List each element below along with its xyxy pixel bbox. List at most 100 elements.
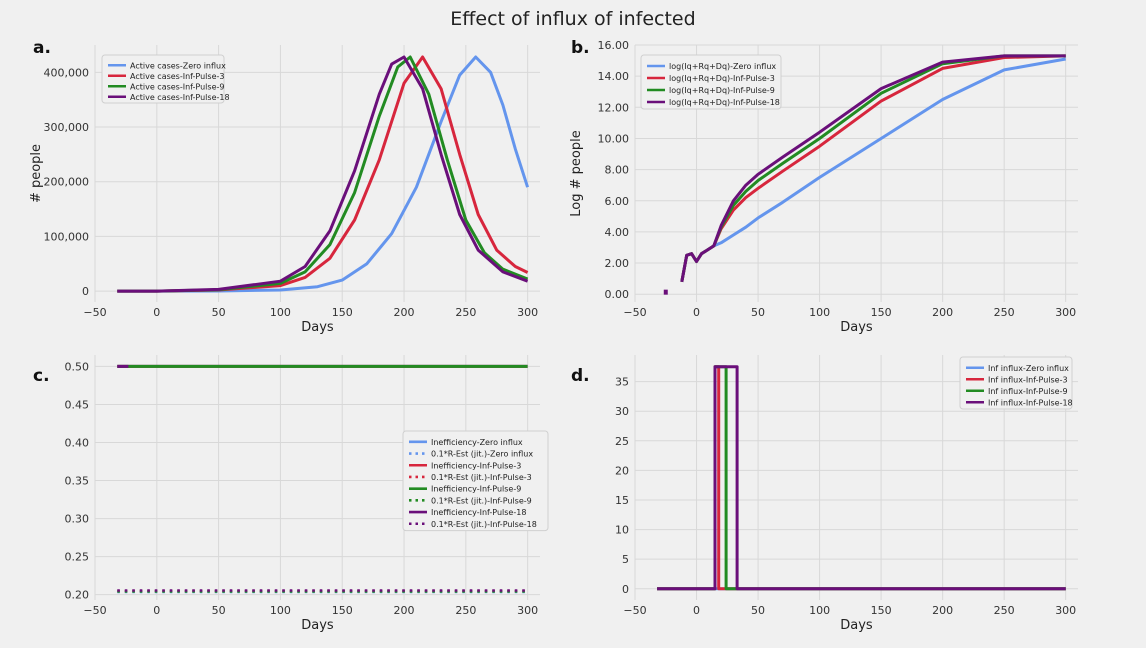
x-tick-label: 250 [455,306,476,319]
legend-label: Inefficiency-Inf-Pulse-3 [431,461,521,470]
y-tick-label: 35 [615,376,629,389]
x-tick-label: 300 [517,306,538,319]
panel-c-letter: c. [33,366,50,386]
legend-label: Inefficiency-Inf-Pulse-9 [431,485,521,494]
series-line [117,55,530,293]
legend: Active cases-Zero influx Active cases-Inf… [101,54,230,104]
y-axis-label: # people [29,144,44,203]
figure-title: Effect of influx of infected [450,8,696,30]
x-tick-label: 150 [871,306,892,319]
panel-d-chart: −50 0 50 100 150 200 250 300 0 5 10 15 20 25 30 35 Days I… [615,355,1078,633]
series-line [117,55,529,293]
legend-label: 0.1*R-Est (jit.)-Zero influx [431,450,533,459]
panel-c-chart: −50 0 50 100 150 200 250 300 0.20 0.25 0.30 0.35 0.4… [65,355,549,633]
y-tick-label: 0.25 [65,551,90,564]
legend-label: log(Iq+Rq+Dq)-Inf-Pulse-3 [669,74,775,83]
legend-label: Active cases-Inf-Pulse-3 [130,72,224,81]
y-tick-label: 20 [615,464,629,477]
x-tick-label: 0 [693,604,700,617]
legend: Inefficiency-Zero influx 0.1*R-Est (jit.)… [402,430,549,532]
x-tick-label: 250 [994,604,1015,617]
x-axis-label: Days [840,618,873,633]
x-tick-label: 200 [932,604,953,617]
x-tick-label: −50 [623,306,646,319]
x-tick-label: −50 [83,604,106,617]
y-tick-label: 0.20 [65,589,90,602]
legend-label: Inf influx-Inf-Pulse-3 [988,375,1068,384]
x-tick-label: 300 [1055,306,1076,319]
y-tick-label: 400,000 [44,66,90,79]
x-tick-label: 100 [270,306,291,319]
y-tick-label: 25 [615,435,629,448]
x-axis-label: Days [840,320,873,335]
x-tick-label: −50 [623,604,646,617]
y-tick-label: 100,000 [44,230,90,243]
panel-a-letter: a. [33,38,51,58]
legend-box [959,356,1073,410]
y-tick-label: 0.40 [65,437,90,450]
x-axis-label: Days [301,320,334,335]
legend-label: log(Iq+Rq+Dq)-Zero influx [669,62,776,71]
x-tick-label: 250 [455,604,476,617]
y-tick-label: 0.00 [605,288,630,301]
legend-label: Active cases-Inf-Pulse-9 [130,82,224,91]
x-tick-label: 100 [809,306,830,319]
y-axis-label: Log # people [569,130,584,216]
legend-label: Inf influx-Inf-Pulse-9 [988,387,1068,396]
x-tick-label: 250 [994,306,1015,319]
x-tick-label: 0 [693,306,700,319]
y-tick-label: 0.35 [65,475,90,488]
y-tick-label: 5 [622,553,629,566]
legend-box [101,54,225,104]
legend-label: Inf influx-Zero influx [988,364,1069,373]
legend-box [402,430,549,532]
y-tick-label: 300,000 [44,121,90,134]
x-tick-label: 150 [332,306,353,319]
y-tick-label: 15 [615,494,629,507]
y-tick-label: 0.50 [65,360,90,373]
legend-label: Inefficiency-Zero influx [431,438,523,447]
legend-label: Inf influx-Inf-Pulse-18 [988,398,1073,407]
data-point [663,289,668,295]
x-tick-label: 100 [809,604,830,617]
x-tick-label: −50 [83,306,106,319]
y-tick-label: 0.45 [65,398,90,411]
x-tick-label: 100 [270,604,291,617]
y-tick-label: 10 [615,524,629,537]
y-tick-label: 0 [622,583,629,596]
legend-label: 0.1*R-Est (jit.)-Inf-Pulse-3 [431,473,532,482]
series-line [657,365,1066,591]
x-tick-label: 200 [932,306,953,319]
legend-label: log(Iq+Rq+Dq)-Inf-Pulse-18 [669,98,780,107]
legend-label: 0.1*R-Est (jit.)-Inf-Pulse-18 [431,520,537,529]
x-tick-label: 50 [751,604,765,617]
x-tick-label: 200 [394,306,415,319]
panel-b-chart: −50 0 50 100 150 200 250 300 0.00 2.00 4.00 6.00 8.0… [569,39,1078,335]
x-tick-label: 150 [332,604,353,617]
x-tick-label: 50 [751,306,765,319]
legend-label: log(Iq+Rq+Dq)-Inf-Pulse-9 [669,86,775,95]
legend-label: 0.1*R-Est (jit.)-Inf-Pulse-9 [431,496,532,505]
legend-label: Inefficiency-Inf-Pulse-18 [431,508,526,517]
y-tick-label: 0 [82,285,89,298]
x-tick-label: 0 [153,306,160,319]
y-tick-label: 14.00 [598,70,630,83]
y-tick-label: 6.00 [605,195,630,208]
y-tick-label: 12.00 [598,101,630,114]
x-tick-label: 50 [212,604,226,617]
y-tick-label: 4.00 [605,226,630,239]
legend: Inf influx-Zero influx Inf influx-Inf-Pul… [959,356,1073,410]
y-tick-label: 0.30 [65,513,90,526]
legend: log(Iq+Rq+Dq)-Zero influx log(Iq+Rq+Dq)-I… [640,54,782,110]
x-tick-label: 150 [871,604,892,617]
x-tick-label: 300 [1055,604,1076,617]
y-tick-label: 10.00 [598,132,630,145]
y-tick-label: 30 [615,405,629,418]
x-tick-label: 50 [212,306,226,319]
x-axis-label: Days [301,618,334,633]
panel-b-letter: b. [571,38,590,58]
x-tick-label: 200 [394,604,415,617]
y-tick-label: 8.00 [605,164,630,177]
series-line [680,54,1066,283]
